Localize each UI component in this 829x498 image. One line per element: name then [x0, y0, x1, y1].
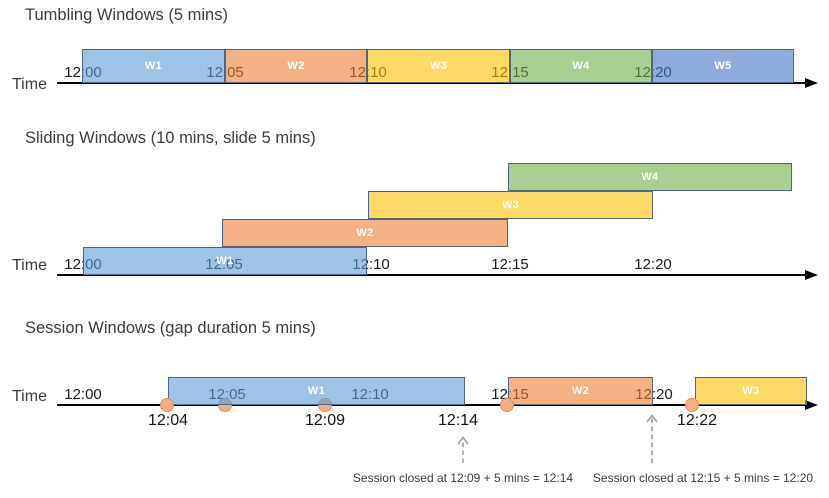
window-label: W3 [429, 60, 448, 72]
window-bar-w1: W1 [83, 247, 367, 275]
window-label: W3 [742, 385, 760, 397]
window-label: W4 [641, 171, 659, 183]
window-label: W4 [572, 60, 590, 72]
window-bar-w2: W2 [508, 377, 653, 405]
window-bar-w2: W2 [225, 49, 367, 83]
timeline [57, 404, 806, 406]
window-bar-w3: W3 [368, 191, 653, 219]
window-label: W1 [307, 385, 326, 397]
window-bar-w1: W1 [82, 49, 225, 83]
timeline-arrowhead [805, 399, 818, 410]
up-arrow-icon [457, 436, 469, 463]
tick-label: 12:20 [634, 256, 672, 273]
session-annotation-arrow [455, 436, 471, 463]
section-title-sliding: Sliding Windows (10 mins, slide 5 mins) [25, 129, 316, 147]
tick-label: 12:00 [64, 386, 102, 403]
window-label: W5 [714, 60, 732, 72]
window-bar-w3: W3 [367, 49, 510, 83]
annotation-text: Session closed at 12:09 + 5 mins = 12:14 [352, 471, 574, 485]
section-title-session: Session Windows (gap duration 5 mins) [25, 319, 316, 337]
window-bar-w4: W4 [508, 163, 792, 191]
event-time-label: 12:14 [437, 412, 479, 429]
time-axis-label: Time [12, 257, 47, 274]
event-dot [685, 398, 699, 412]
event-dot [500, 398, 514, 412]
window-label: W1 [216, 255, 234, 267]
window-bar-w2: W2 [222, 219, 508, 247]
event-time-label: 12:22 [676, 412, 718, 429]
time-axis-label: Time [12, 76, 47, 93]
window-label: W1 [144, 60, 163, 72]
annotation-text: Session closed at 12:15 + 5 mins = 12:20 [592, 471, 814, 485]
section-title-tumbling: Tumbling Windows (5 mins) [25, 6, 228, 24]
event-time-label: 12:04 [147, 412, 189, 429]
timeline-arrowhead [805, 269, 818, 280]
tick-label: 12:15 [491, 256, 529, 273]
time-axis-label: Time [12, 388, 47, 405]
window-label: W2 [571, 385, 590, 397]
window-bar-w5: W5 [652, 49, 794, 83]
window-bar-w1: W1 [168, 377, 465, 405]
timeline [57, 274, 806, 276]
window-bar-w3: W3 [695, 377, 807, 405]
window-label: W2 [356, 227, 374, 239]
up-arrow-icon [646, 414, 658, 463]
timeline-arrowhead [805, 77, 818, 88]
window-label: W2 [287, 60, 305, 72]
session-annotation-arrow [644, 414, 660, 463]
timeline [57, 82, 806, 84]
event-dot [160, 398, 174, 412]
window-bar-w4: W4 [510, 49, 652, 83]
event-time-label: 12:09 [304, 412, 346, 429]
window-label: W3 [501, 199, 520, 211]
